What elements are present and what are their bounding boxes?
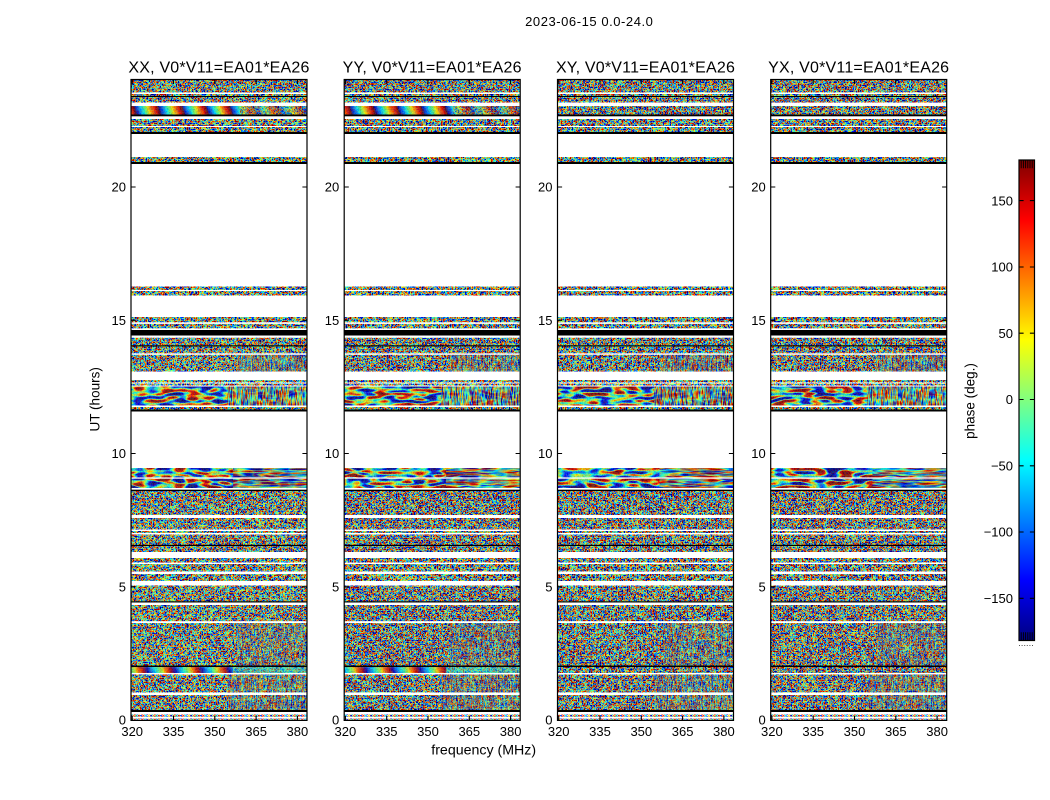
svg-text:0: 0	[758, 713, 765, 728]
svg-text:5: 5	[545, 580, 552, 595]
svg-text:335: 335	[163, 724, 185, 739]
svg-text:15: 15	[751, 313, 765, 328]
svg-text:15: 15	[112, 313, 126, 328]
svg-text:365: 365	[672, 724, 694, 739]
svg-text:0: 0	[1006, 392, 1013, 407]
svg-text:YX, V0*V11=EA01*EA26: YX, V0*V11=EA01*EA26	[768, 60, 949, 77]
svg-text:15: 15	[325, 313, 339, 328]
svg-text:350: 350	[417, 724, 439, 739]
svg-text:320: 320	[548, 724, 570, 739]
svg-text:20: 20	[538, 180, 552, 195]
svg-text:0: 0	[119, 713, 126, 728]
svg-text:−50: −50	[991, 459, 1013, 474]
svg-text:365: 365	[458, 724, 480, 739]
svg-text:20: 20	[751, 180, 765, 195]
svg-text:15: 15	[538, 313, 552, 328]
svg-text:5: 5	[332, 580, 339, 595]
svg-text:380: 380	[713, 724, 735, 739]
svg-text:350: 350	[844, 724, 866, 739]
svg-text:365: 365	[885, 724, 907, 739]
svg-text:320: 320	[335, 724, 357, 739]
svg-text:UT (hours): UT (hours)	[88, 367, 103, 431]
svg-text:frequency (MHz): frequency (MHz)	[431, 743, 536, 759]
svg-text:365: 365	[245, 724, 267, 739]
svg-text:335: 335	[802, 724, 824, 739]
svg-text:−100: −100	[984, 525, 1013, 540]
svg-text:XY, V0*V11=EA01*EA26: XY, V0*V11=EA01*EA26	[556, 60, 735, 77]
svg-text:XX, V0*V11=EA01*EA26: XX, V0*V11=EA01*EA26	[128, 60, 309, 77]
svg-text:5: 5	[758, 580, 765, 595]
svg-text:50: 50	[999, 326, 1013, 341]
svg-text:380: 380	[287, 724, 309, 739]
svg-text:10: 10	[538, 446, 552, 461]
svg-text:0: 0	[332, 713, 339, 728]
svg-text:10: 10	[325, 446, 339, 461]
svg-text:20: 20	[325, 180, 339, 195]
svg-text:150: 150	[991, 193, 1013, 208]
svg-text:380: 380	[926, 724, 948, 739]
svg-text:335: 335	[376, 724, 398, 739]
svg-text:0: 0	[545, 713, 552, 728]
svg-text:2023-06-15 0.0-24.0: 2023-06-15 0.0-24.0	[525, 14, 653, 29]
svg-text:100: 100	[991, 260, 1013, 275]
svg-text:335: 335	[589, 724, 611, 739]
svg-text:5: 5	[119, 580, 126, 595]
svg-text:10: 10	[112, 446, 126, 461]
svg-text:20: 20	[112, 180, 126, 195]
svg-text:320: 320	[121, 724, 143, 739]
svg-text:320: 320	[761, 724, 783, 739]
svg-text:350: 350	[204, 724, 226, 739]
svg-text:phase (deg.): phase (deg.)	[963, 363, 978, 439]
svg-text:−150: −150	[984, 591, 1013, 606]
svg-text:350: 350	[630, 724, 652, 739]
svg-text:380: 380	[500, 724, 522, 739]
svg-text:10: 10	[751, 446, 765, 461]
svg-text:YY, V0*V11=EA01*EA26: YY, V0*V11=EA01*EA26	[343, 60, 522, 77]
